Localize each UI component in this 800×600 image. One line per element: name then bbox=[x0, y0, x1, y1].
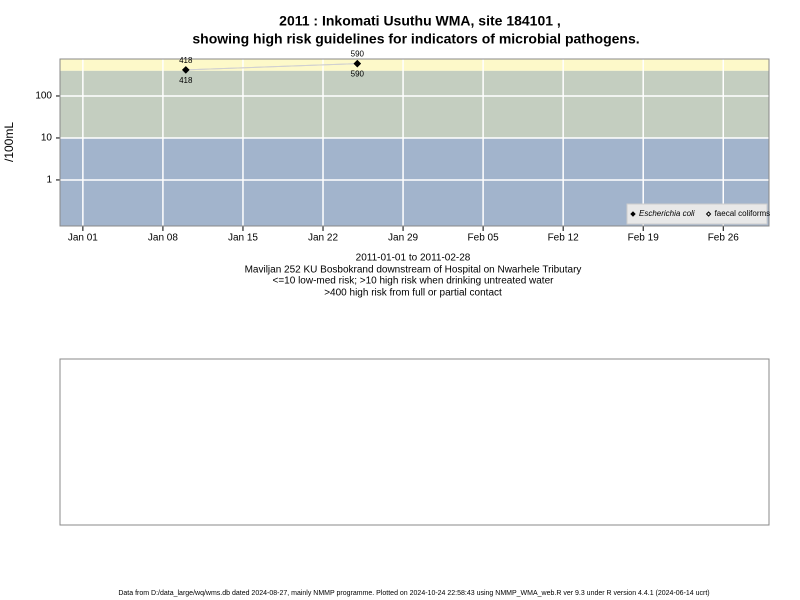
x-tick-label: Feb 26 bbox=[708, 233, 740, 244]
data-point bbox=[353, 59, 362, 68]
note: <=10 low-med risk; >10 high risk when dr… bbox=[273, 276, 555, 287]
legend-box bbox=[626, 203, 768, 225]
empty-panel bbox=[59, 358, 770, 526]
chart-subtitle: showing high risk guidelines for indicat… bbox=[192, 31, 639, 47]
y-axis-label: /100mL bbox=[2, 122, 16, 162]
data-label: 590 bbox=[351, 50, 365, 59]
risk-band bbox=[60, 70, 769, 138]
note: >400 high risk from full or partial cont… bbox=[324, 288, 502, 299]
note: Maviljan 252 KU Bosbokrand downstream of… bbox=[245, 265, 582, 276]
data-label: 418 bbox=[179, 56, 193, 65]
x-tick-label: Feb 05 bbox=[468, 233, 500, 244]
legend-label: Escherichia coli bbox=[639, 209, 695, 218]
y-tick-label: 100 bbox=[35, 91, 52, 102]
y-tick-label: 1 bbox=[46, 175, 52, 186]
chart-title: 2011 : Inkomati Usuthu WMA, site 184101 … bbox=[279, 13, 561, 29]
x-tick-label: Jan 01 bbox=[68, 233, 98, 244]
data-label: 418 bbox=[179, 76, 193, 85]
x-tick-label: Jan 22 bbox=[308, 233, 338, 244]
series-line bbox=[185, 63, 358, 71]
risk-band bbox=[60, 59, 769, 71]
plot-frame bbox=[59, 58, 770, 227]
y-tick-label: 10 bbox=[41, 133, 53, 144]
x-tick-label: Feb 19 bbox=[628, 233, 660, 244]
footer: Data from D:/data_large/wq/wms.db dated … bbox=[118, 590, 709, 597]
data-label: 590 bbox=[351, 70, 365, 79]
legend-label: faecal coliforms bbox=[715, 209, 771, 218]
x-tick-label: Jan 15 bbox=[228, 233, 258, 244]
data-point bbox=[182, 66, 190, 74]
x-tick-label: Jan 08 bbox=[148, 233, 178, 244]
x-tick-label: Feb 12 bbox=[548, 233, 580, 244]
legend-marker bbox=[705, 211, 712, 217]
note: 2011-01-01 to 2011-02-28 bbox=[356, 253, 471, 264]
legend-marker bbox=[630, 211, 636, 217]
x-tick-label: Jan 29 bbox=[388, 233, 418, 244]
